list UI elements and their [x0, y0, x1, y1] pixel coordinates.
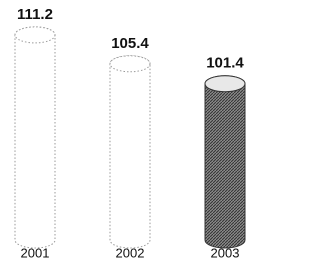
chart: 111.2 2001 105.4 2002 101.4 2003 [0, 0, 248, 263]
cylinder-body [205, 76, 245, 248]
cylinder-top [110, 56, 150, 72]
value-label: 101.4 [206, 55, 244, 72]
x-tick-label: 2003 [211, 245, 240, 260]
value-label: 111.2 [17, 6, 53, 23]
cylinder-body [110, 56, 150, 248]
cylinder-top [205, 76, 245, 92]
cylinder-top [15, 27, 55, 43]
value-label: 105.4 [111, 35, 149, 52]
x-tick-label: 2002 [116, 245, 145, 260]
x-tick-label: 2001 [21, 245, 50, 260]
cylinder-body [15, 27, 55, 248]
